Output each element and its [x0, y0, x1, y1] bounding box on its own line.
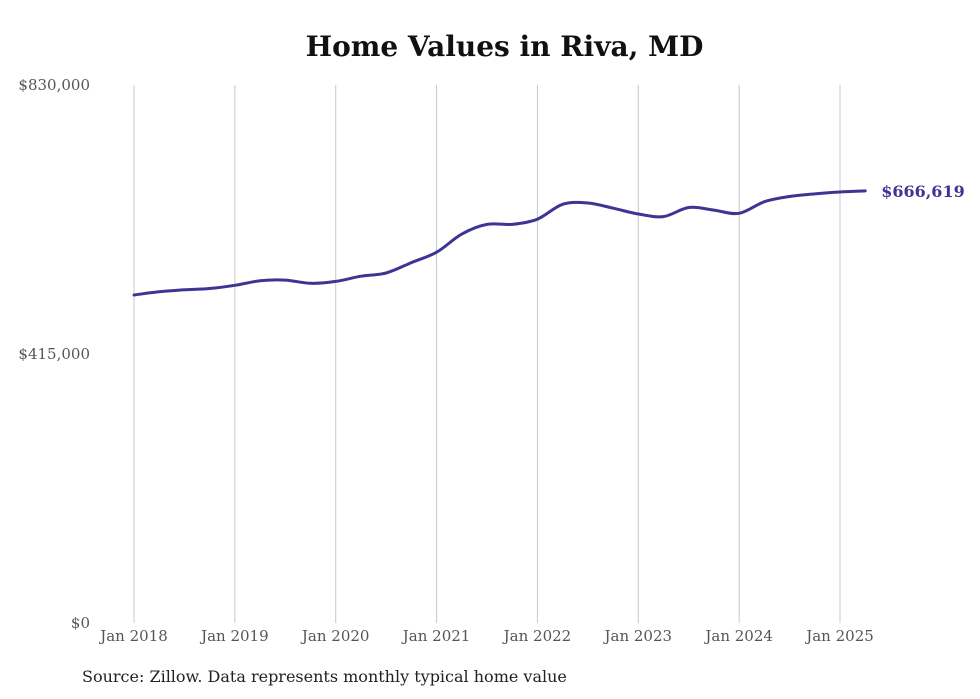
y-axis-ticks: $0 $415,000 $830,000 [18, 76, 90, 632]
end-label-group: $666,619 [881, 182, 965, 201]
end-value-label: $666,619 [881, 182, 965, 201]
y-tick-label: $0 [71, 614, 90, 632]
x-tick-label: Jan 2019 [199, 627, 269, 645]
grid-lines [133, 85, 841, 623]
chart-title: Home Values in Riva, MD [305, 30, 704, 63]
x-axis-ticks: Jan 2018 Jan 2019 Jan 2020 Jan 2021 Jan 2022… [98, 627, 874, 645]
y-tick-label: $415,000 [18, 345, 90, 363]
series-group [132, 189, 867, 297]
x-tick-label: Jan 2018 [98, 627, 168, 645]
x-tick-label: Jan 2022 [502, 627, 572, 645]
x-tick-label: Jan 2021 [401, 627, 471, 645]
source-note: Source: Zillow. Data represents monthly … [82, 667, 567, 686]
x-tick-label: Jan 2020 [300, 627, 370, 645]
x-tick-label: Jan 2023 [603, 627, 673, 645]
series-line [132, 189, 867, 297]
y-tick-label: $830,000 [18, 76, 90, 94]
x-tick-label: Jan 2024 [703, 627, 773, 645]
x-tick-label: Jan 2025 [804, 627, 874, 645]
